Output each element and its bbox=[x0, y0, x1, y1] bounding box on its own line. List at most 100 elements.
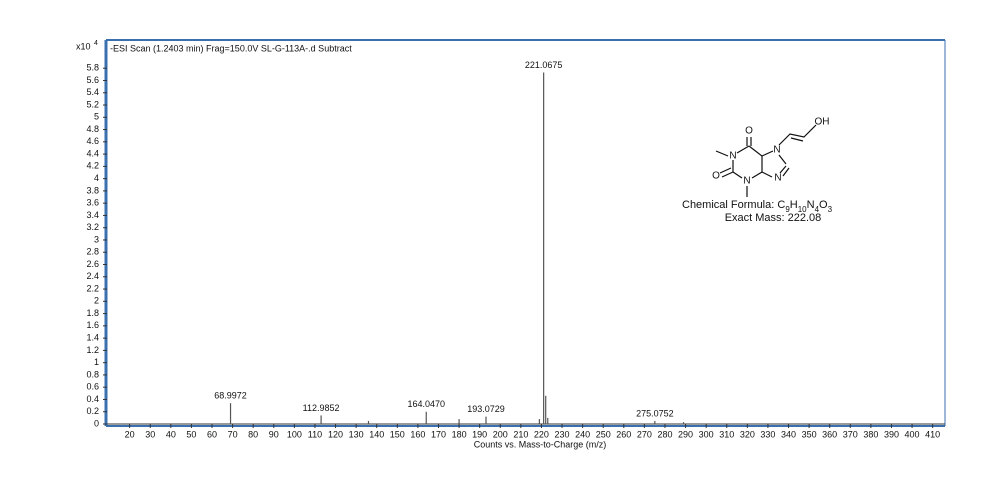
x-axis-label: Counts vs. Mass-to-Charge (m/z) bbox=[474, 439, 607, 449]
peak-label: 112.9852 bbox=[303, 403, 340, 413]
y-tick-label: 2.6 bbox=[86, 259, 99, 269]
bond bbox=[778, 124, 817, 146]
y-tick-label: 4 bbox=[94, 173, 99, 183]
x-tick-label: 280 bbox=[657, 429, 672, 439]
y-tick-label: 5.2 bbox=[86, 99, 99, 109]
formula: Chemical Formula: C9H10N4O3 bbox=[682, 199, 833, 214]
x-tick-label: 120 bbox=[328, 429, 343, 439]
x-tick-label: 320 bbox=[740, 429, 755, 439]
x-tick-label: 50 bbox=[186, 429, 196, 439]
x-tick-label: 30 bbox=[145, 429, 155, 439]
x-tick-label: 90 bbox=[269, 429, 279, 439]
x-tick-label: 250 bbox=[596, 429, 611, 439]
formula-count: 10 bbox=[798, 205, 807, 214]
x-tick-label: 400 bbox=[905, 429, 920, 439]
atom-label: O bbox=[745, 126, 753, 137]
bond bbox=[719, 167, 734, 178]
formula-value: C9H10N4O3 bbox=[777, 199, 832, 214]
x-tick-label: 330 bbox=[760, 429, 775, 439]
atom-label: N bbox=[743, 176, 750, 187]
x-tick-label: 300 bbox=[699, 429, 714, 439]
x-tick-label: 390 bbox=[884, 429, 899, 439]
exact-mass: Exact Mass: 222.08 bbox=[725, 212, 822, 224]
x-tick-label: 20 bbox=[125, 429, 135, 439]
y-tick-label: 5.8 bbox=[86, 63, 99, 73]
x-tick-label: 200 bbox=[493, 429, 508, 439]
structure: O N O N N N OH bbox=[712, 117, 830, 197]
x-tick-label: 240 bbox=[575, 429, 590, 439]
peak-label: 193.0729 bbox=[467, 404, 505, 414]
x-tick-label: 140 bbox=[369, 429, 384, 439]
atom-label: N bbox=[729, 151, 736, 162]
y-tick-label: 4.4 bbox=[86, 148, 99, 158]
atom-label: OH bbox=[815, 117, 830, 128]
atom-label: N bbox=[773, 145, 780, 156]
x-tick-label: 380 bbox=[863, 429, 878, 439]
x-tick-label: 40 bbox=[166, 429, 176, 439]
formula-count: 4 bbox=[815, 205, 820, 214]
x-tick-label: 360 bbox=[822, 429, 837, 439]
y-tick-label: 1.4 bbox=[86, 332, 99, 342]
y-tick-label: 5 bbox=[94, 112, 99, 122]
y-tick-label: 3.2 bbox=[86, 222, 99, 232]
bond bbox=[761, 150, 790, 178]
x-tick-label: 220 bbox=[534, 429, 549, 439]
x-tick-label: 150 bbox=[390, 429, 405, 439]
peak-label: 275.0752 bbox=[636, 408, 674, 418]
y-tick-label: 0.8 bbox=[86, 369, 99, 379]
x-tick-label: 80 bbox=[248, 429, 258, 439]
atom-label: N bbox=[774, 173, 781, 184]
formula-element: N bbox=[807, 199, 815, 211]
formula-count: 3 bbox=[828, 205, 833, 214]
x-tick-label: 270 bbox=[637, 429, 652, 439]
y-tick-label: 3 bbox=[94, 234, 99, 244]
y-tick-label: 4.2 bbox=[86, 161, 99, 171]
x-tick-label: 410 bbox=[925, 429, 940, 439]
y-tick-label: 2.8 bbox=[86, 247, 99, 257]
x-tick-label: 210 bbox=[513, 429, 528, 439]
peak-label: 164.0470 bbox=[407, 399, 445, 409]
y-tick-label: 5.6 bbox=[86, 75, 99, 85]
x-tick-label: 110 bbox=[308, 429, 322, 439]
formula-element: O bbox=[819, 199, 828, 211]
y-tick-label: 1.2 bbox=[86, 345, 99, 355]
x-tick-label: 370 bbox=[843, 429, 858, 439]
bond bbox=[715, 150, 729, 157]
bond bbox=[732, 145, 763, 179]
formula-count: 9 bbox=[785, 205, 790, 214]
y-tick-label: 3.8 bbox=[86, 185, 99, 195]
x-tick-label: 260 bbox=[616, 429, 631, 439]
x-tick-label: 180 bbox=[452, 429, 467, 439]
peak-label: 221.0675 bbox=[525, 60, 563, 70]
x-tick-label: 230 bbox=[555, 429, 570, 439]
y-tick-label: 3.4 bbox=[86, 210, 99, 220]
x-tick-label: 70 bbox=[228, 429, 238, 439]
x-tick-label: 340 bbox=[781, 429, 796, 439]
y-tick-label: 3.6 bbox=[86, 198, 99, 208]
y-tick-label: 2 bbox=[94, 296, 99, 306]
bond bbox=[746, 137, 752, 146]
x-tick-label: 130 bbox=[349, 429, 364, 439]
y-tick-label: 4.8 bbox=[86, 124, 99, 134]
y-tick-label: 0 bbox=[94, 418, 99, 428]
formula-label: Chemical Formula: bbox=[682, 199, 774, 211]
y-tick-label: 1.8 bbox=[86, 308, 99, 318]
atom-label: O bbox=[712, 171, 720, 182]
x-tick-label: 190 bbox=[472, 429, 487, 439]
y-tick-label: 2.4 bbox=[86, 271, 99, 281]
y-axis-label: x10 bbox=[76, 41, 91, 51]
y-tick-label: 1 bbox=[94, 357, 99, 367]
y-tick-label: 0.6 bbox=[86, 382, 99, 392]
x-tick-label: 160 bbox=[410, 429, 425, 439]
formula-element: H bbox=[790, 199, 798, 211]
y-axis-exponent: 4 bbox=[94, 40, 98, 47]
y-tick-label: 4.6 bbox=[86, 136, 99, 146]
formula-element: C bbox=[777, 199, 785, 211]
chart-title: -ESI Scan (1.2403 min) Frag=150.0V SL-G-… bbox=[110, 43, 352, 53]
x-tick-label: 310 bbox=[719, 429, 734, 439]
x-tick-label: 60 bbox=[207, 429, 217, 439]
y-tick-label: 1.6 bbox=[86, 320, 99, 330]
y-tick-label: 5.4 bbox=[86, 87, 99, 97]
